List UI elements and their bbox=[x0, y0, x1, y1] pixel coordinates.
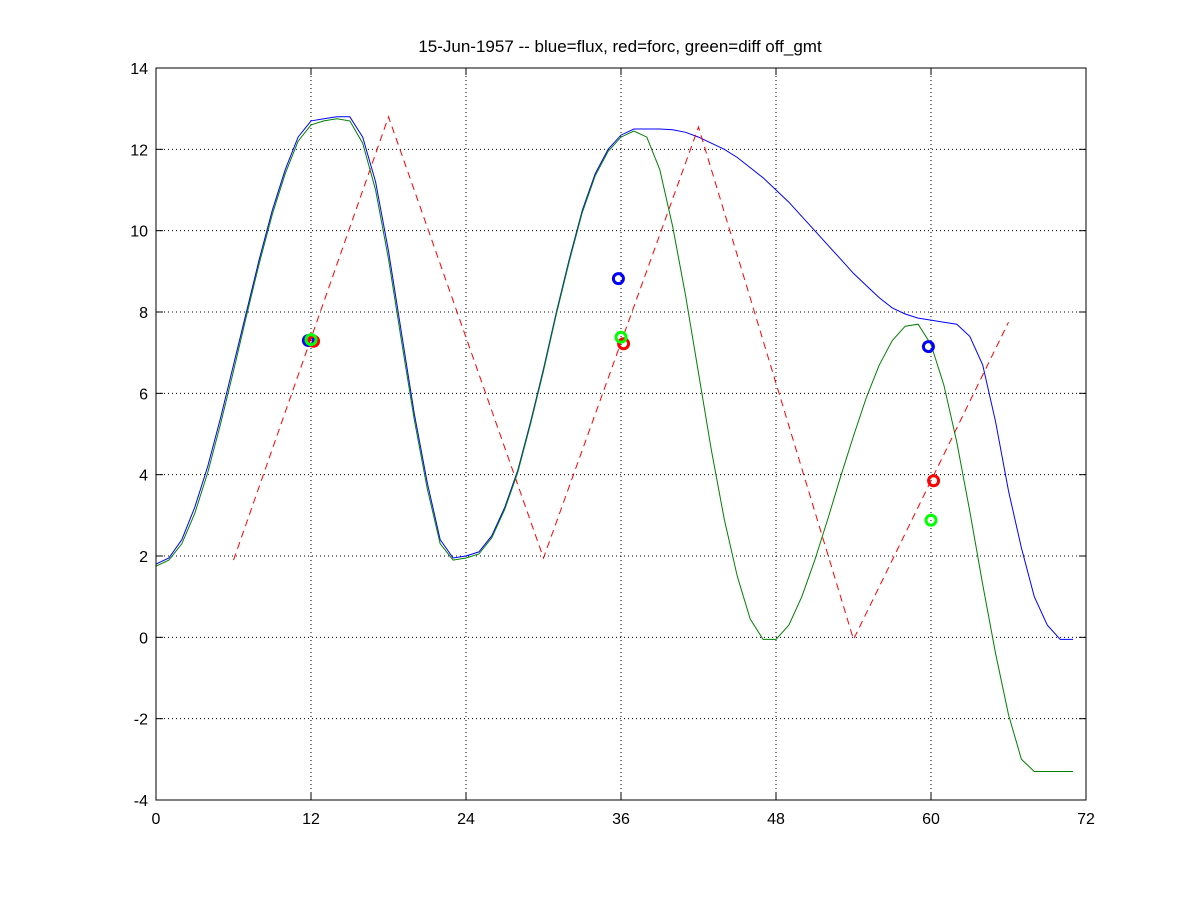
y-tick-label: 4 bbox=[139, 468, 148, 485]
y-tick-label: 14 bbox=[130, 61, 148, 78]
plot-frame bbox=[155, 67, 1087, 801]
y-tick-label: 12 bbox=[130, 142, 148, 159]
y-tick-label: 0 bbox=[139, 630, 148, 647]
marker-circle bbox=[927, 474, 941, 488]
marker-circle bbox=[304, 333, 318, 347]
x-tick-label: 36 bbox=[612, 811, 630, 828]
y-axis: -4 -2 0 2 4 6 8 10 12 14 bbox=[130, 61, 1086, 810]
marker-circle bbox=[617, 337, 631, 351]
x-tick-label: 48 bbox=[767, 811, 785, 828]
y-tick-label: -2 bbox=[134, 712, 148, 729]
y-tick-label: 10 bbox=[130, 224, 148, 241]
x-axis: 0 12 24 36 48 60 72 bbox=[152, 68, 1095, 828]
series-line-flux bbox=[155, 116, 1074, 640]
x-tick-label: 60 bbox=[922, 811, 940, 828]
marker-circle bbox=[921, 340, 935, 354]
x-tick-label: 72 bbox=[1077, 811, 1095, 828]
y-tick-label: 8 bbox=[139, 305, 148, 322]
series-layer bbox=[155, 115, 1074, 772]
chart-title: 15-Jun-1957 -- blue=flux, red=forc, gree… bbox=[418, 37, 822, 56]
y-tick-label: 6 bbox=[139, 386, 148, 403]
grid bbox=[156, 68, 1086, 800]
series-line-forc bbox=[233, 115, 1009, 641]
y-tick-label: -4 bbox=[134, 793, 148, 810]
marker-layer bbox=[301, 272, 941, 527]
x-tick-label: 24 bbox=[457, 811, 475, 828]
series-line-diff bbox=[155, 118, 1074, 772]
y-tick-label: 2 bbox=[139, 549, 148, 566]
marker-circle bbox=[924, 513, 938, 527]
x-tick-label: 12 bbox=[302, 811, 320, 828]
marker-circle bbox=[611, 272, 625, 286]
x-tick-label: 0 bbox=[152, 811, 161, 828]
marker-circle bbox=[614, 330, 628, 344]
